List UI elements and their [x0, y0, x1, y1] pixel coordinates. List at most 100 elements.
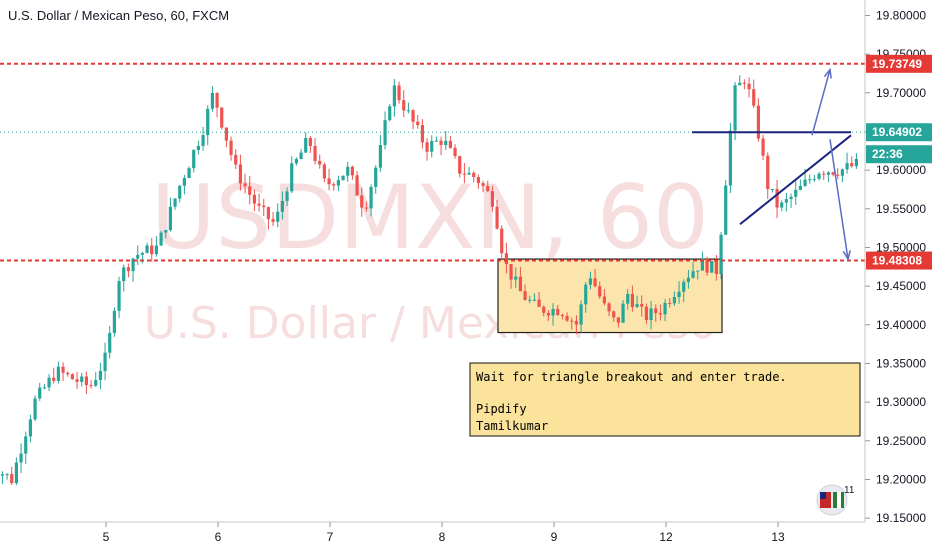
candle-body [61, 366, 65, 373]
candle-body [668, 302, 672, 304]
candle-body [103, 352, 107, 371]
candle-body [845, 163, 849, 170]
candle-body [649, 308, 653, 320]
candle-body [710, 261, 714, 273]
time-axis[interactable]: 5 6 7 8 9 12 13 [0, 521, 865, 544]
candle-body [724, 185, 728, 235]
candle-body [425, 142, 429, 152]
candle-body [140, 253, 144, 255]
candle-body [150, 245, 154, 255]
candle-body [598, 286, 602, 297]
candle-body [406, 110, 410, 112]
candle-body [742, 82, 746, 84]
note-box[interactable]: Wait for triangle breakout and enter tra… [469, 362, 861, 437]
triangle-pattern[interactable] [692, 131, 852, 226]
candle-body [75, 379, 79, 382]
triangle-bottom-line[interactable] [739, 134, 852, 226]
price-tick-label: 19.25000 [876, 434, 926, 448]
candle-body [467, 172, 471, 175]
candle-body [47, 377, 51, 388]
support-price-tag: 19.48308 [872, 254, 922, 268]
candle-body [434, 140, 438, 142]
time-tick-label: 13 [771, 530, 785, 544]
candle-body [355, 175, 359, 196]
breakout-down-arrow-shaft[interactable] [829, 139, 849, 260]
mx-flag-stripe-icon [837, 492, 841, 508]
candle-body [80, 376, 84, 382]
candle-body [402, 100, 406, 111]
candle-body [210, 93, 214, 109]
candle-body [490, 191, 494, 207]
candle-body [430, 140, 434, 152]
flag-badge[interactable]: 11 [816, 484, 855, 516]
candle-body [215, 93, 219, 108]
candle-body [266, 207, 270, 220]
candle-body [28, 419, 32, 437]
candle-body [826, 172, 830, 175]
candle-body [164, 230, 168, 233]
price-tick-label: 19.35000 [876, 356, 926, 370]
candle-body [0, 474, 5, 476]
badge-count: 11 [844, 485, 855, 496]
candle-body [481, 183, 485, 186]
watermark-symbol: USDMXN, 60 [151, 166, 709, 269]
candle-body [831, 172, 835, 175]
candle-body [770, 189, 774, 191]
candle-body [682, 281, 686, 292]
breakout-down-arrow-head [842, 250, 851, 261]
breakout-arrows[interactable] [811, 67, 851, 261]
candle-body [514, 276, 518, 280]
note-background [469, 362, 861, 437]
candle-body [220, 107, 224, 128]
candle-body [234, 154, 238, 165]
candle-body [285, 191, 289, 201]
candle-body [686, 277, 690, 282]
candle-body [416, 121, 420, 126]
price-tick-label: 19.15000 [876, 511, 926, 525]
candle-body [448, 140, 452, 148]
candle-body [551, 308, 555, 316]
candle-body [5, 474, 9, 476]
candle-body [201, 135, 205, 146]
candle-body [173, 198, 177, 207]
candle-body [504, 253, 508, 264]
candle-body [784, 199, 788, 203]
candle-body [182, 178, 186, 186]
candle-body [574, 320, 578, 325]
candle-body [570, 320, 574, 322]
price-tick-label: 19.40000 [876, 318, 926, 332]
candle-body [780, 202, 784, 208]
candle-body [336, 180, 340, 186]
candle-body [607, 303, 611, 312]
candle-body [518, 276, 522, 292]
candle-body [579, 304, 583, 325]
candle-body [714, 261, 718, 275]
candle-body [495, 206, 499, 229]
candle-body [70, 374, 74, 380]
candle-body [19, 453, 23, 463]
candle-body [822, 173, 826, 175]
candle-body [318, 160, 322, 165]
candle-body [444, 140, 448, 146]
candle-body [537, 299, 541, 307]
candle-body [766, 155, 770, 190]
countdown-tag-bg [866, 145, 932, 164]
candle-body [397, 85, 401, 101]
candle-body [528, 299, 532, 301]
breakout-up-arrow-shaft[interactable] [811, 69, 831, 136]
candle-body [672, 296, 676, 304]
candle-body [458, 156, 462, 174]
resistance-price-tag-bg [866, 54, 932, 73]
candle-body [812, 178, 816, 180]
price-tick-label: 19.50000 [876, 240, 926, 254]
candle-body [252, 194, 256, 204]
candle-body [350, 166, 354, 176]
candle-body [420, 125, 424, 143]
candle-body [117, 281, 121, 311]
candle-body [383, 120, 387, 145]
candle-body [299, 152, 303, 160]
candle-body [602, 296, 606, 304]
price-tags: 19.73749 19.64902 22:36 19.48308 [866, 54, 932, 270]
